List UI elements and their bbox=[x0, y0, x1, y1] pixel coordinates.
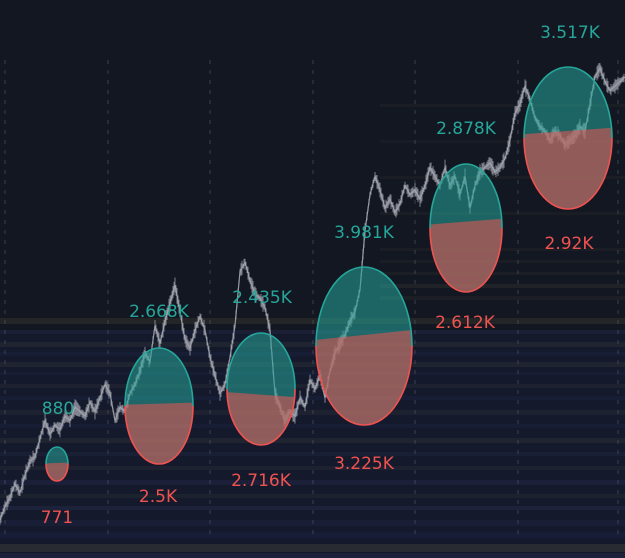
volume-bubble: 3.981K 3.225K bbox=[315, 223, 413, 474]
bubble-buy-outline bbox=[226, 332, 296, 390]
bubble-fill bbox=[524, 67, 612, 209]
price-line bbox=[0, 66, 625, 521]
sell-volume-label: 771 bbox=[41, 508, 73, 528]
volume-bubble: 880 771 bbox=[41, 399, 74, 528]
volume-bubble: 2.435K 2.716K bbox=[226, 288, 296, 491]
bubble-sell-segment bbox=[524, 127, 612, 209]
bubble-buy-outline bbox=[315, 266, 413, 347]
session-separators bbox=[4, 60, 619, 540]
bubble-buy-outline bbox=[124, 347, 194, 407]
sell-volume-label: 2.612K bbox=[435, 313, 496, 333]
sell-volume-label: 2.5K bbox=[139, 487, 178, 507]
bubble-fill bbox=[46, 447, 68, 481]
bubble-sell-outline bbox=[124, 405, 194, 465]
bubble-sell-segment bbox=[316, 330, 412, 425]
volume-band bbox=[380, 176, 625, 179]
volume-band bbox=[380, 140, 625, 143]
bubble-fill bbox=[316, 267, 412, 425]
sell-volume-label: 2.716K bbox=[231, 471, 292, 491]
volume-band bbox=[0, 424, 625, 428]
volume-bubble: 3.517K 2.92K bbox=[523, 23, 613, 254]
bubble-buy-outline bbox=[429, 163, 503, 229]
bubble-sell-outline bbox=[45, 463, 69, 482]
bubble-sell-outline bbox=[226, 388, 296, 446]
buy-volume-label: 2.668K bbox=[129, 302, 190, 322]
volume-band bbox=[0, 506, 625, 510]
volume-band bbox=[380, 284, 625, 288]
bubble-sell-segment bbox=[125, 402, 193, 464]
volume-band bbox=[380, 248, 625, 251]
buy-volume-label: 2.878K bbox=[436, 119, 497, 139]
volume-band bbox=[380, 272, 625, 275]
bubble-fill bbox=[430, 164, 502, 292]
volume-bubbles: 880 771 2.668K 2.5K 2.435K 2.716K 3.981K 3.225K… bbox=[41, 23, 613, 528]
volume-band bbox=[0, 532, 625, 538]
price-series bbox=[0, 63, 625, 525]
volume-band bbox=[380, 296, 625, 300]
buy-volume-label: 2.435K bbox=[232, 288, 293, 308]
volume-bubble: 2.668K 2.5K bbox=[124, 302, 194, 507]
volume-band bbox=[0, 466, 625, 470]
bubble-fill bbox=[125, 348, 193, 464]
bubble-sell-outline bbox=[315, 345, 413, 426]
volume-band bbox=[380, 260, 625, 263]
bubble-buy-outline bbox=[45, 446, 69, 465]
volume-band bbox=[0, 362, 625, 367]
bubble-buy-outline bbox=[523, 66, 613, 139]
volume-band bbox=[0, 494, 625, 498]
volume-band bbox=[0, 342, 625, 347]
bubble-sell-outline bbox=[429, 227, 503, 293]
volume-band bbox=[0, 544, 625, 552]
volume-band bbox=[380, 104, 625, 107]
bubble-fill bbox=[227, 333, 295, 445]
volume-band bbox=[380, 212, 625, 215]
volume-band bbox=[0, 396, 625, 400]
bubble-sell-segment bbox=[430, 218, 502, 292]
bubble-sell-outline bbox=[523, 137, 613, 210]
volume-bubble: 2.878K 2.612K bbox=[429, 119, 503, 333]
bubble-sell-segment bbox=[227, 392, 295, 445]
sell-volume-label: 3.225K bbox=[334, 454, 395, 474]
bubble-sell-segment bbox=[46, 462, 68, 481]
sell-volume-label: 2.92K bbox=[545, 234, 595, 254]
buy-volume-label: 3.981K bbox=[334, 223, 395, 243]
volume-band bbox=[0, 553, 625, 558]
buy-volume-label: 3.517K bbox=[540, 23, 601, 43]
buy-volume-label: 880 bbox=[42, 399, 74, 419]
